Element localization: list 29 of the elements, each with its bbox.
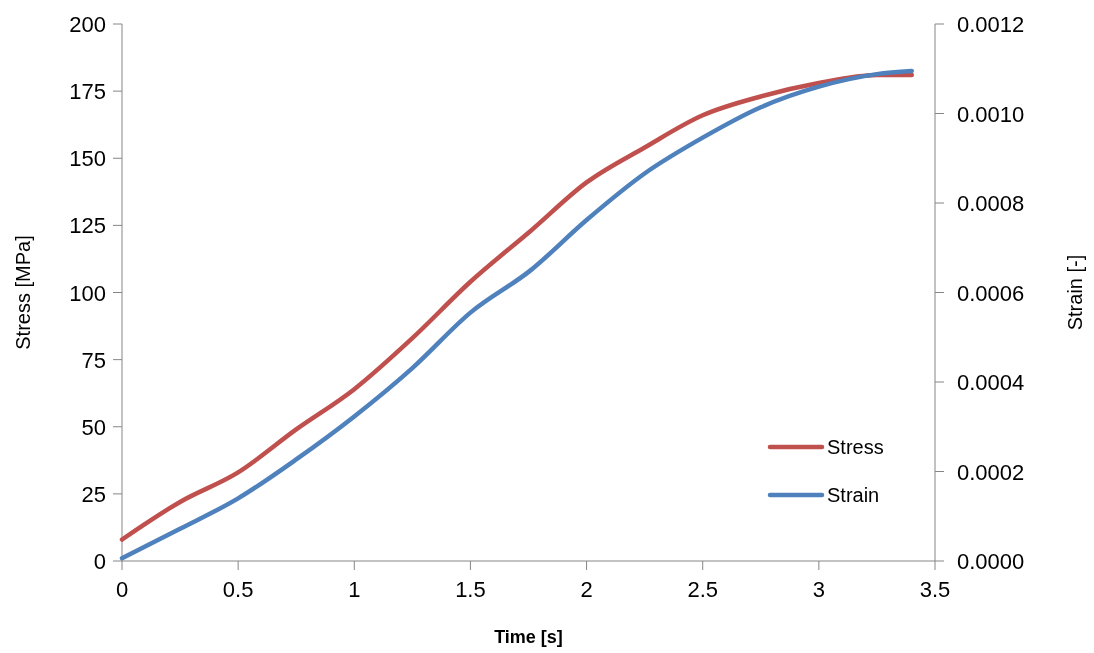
y-tick-label: 150 xyxy=(69,146,106,172)
x-tick-label: 0 xyxy=(115,577,129,602)
x-tick-label: 0.5 xyxy=(222,577,254,602)
y2-tick-label: 0.0002 xyxy=(957,459,1025,485)
y-tick-label: 200 xyxy=(69,12,106,37)
y2-tick-label: 0.0010 xyxy=(957,101,1025,127)
y2-tick-label: 0.0004 xyxy=(957,370,1025,395)
y-tick-label: 75 xyxy=(81,347,106,373)
y2-tick-label: 0.0006 xyxy=(957,280,1025,306)
y-tick-label: 175 xyxy=(69,79,106,105)
y-tick-label: 50 xyxy=(81,414,106,440)
y2-tick-label: 0.0008 xyxy=(957,191,1025,216)
legend-label: Stress xyxy=(827,436,884,458)
x-tick-label: 3 xyxy=(812,577,825,602)
x-tick-label: 3.5 xyxy=(919,577,951,602)
x-tick-label: 1.5 xyxy=(455,577,486,602)
x-axis-title: Time [s] xyxy=(494,627,563,647)
y-tick-label: 0 xyxy=(93,549,106,574)
x-tick-label: 2.5 xyxy=(687,577,719,602)
y-tick-label: 125 xyxy=(69,213,106,239)
y-axis-title: Stress [MPa] xyxy=(12,235,34,350)
y-tick-label: 25 xyxy=(81,481,106,507)
x-tick-label: 2 xyxy=(580,577,593,602)
x-tick-label: 1 xyxy=(348,577,361,602)
y2-tick-label: 0.0000 xyxy=(957,549,1025,574)
legend-label: Strain xyxy=(827,484,880,506)
y-tick-label: 100 xyxy=(69,280,106,306)
y2-tick-label: 0.0012 xyxy=(957,12,1025,37)
y2-axis-title: Strain [-] xyxy=(1064,254,1086,331)
